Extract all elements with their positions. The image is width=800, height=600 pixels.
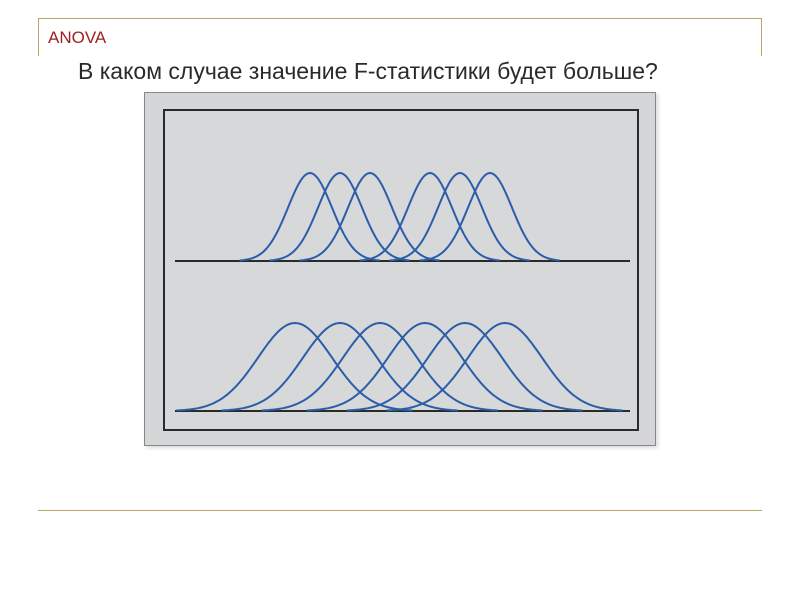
slide-title: ANOVA — [48, 28, 106, 48]
distributions-plot — [165, 111, 641, 433]
bottom-rule — [38, 510, 762, 511]
figure-plot-area — [163, 109, 639, 431]
title-frame — [38, 18, 762, 56]
question-text: В каком случае значение F-статистики буд… — [78, 58, 658, 85]
figure-container — [144, 92, 656, 446]
